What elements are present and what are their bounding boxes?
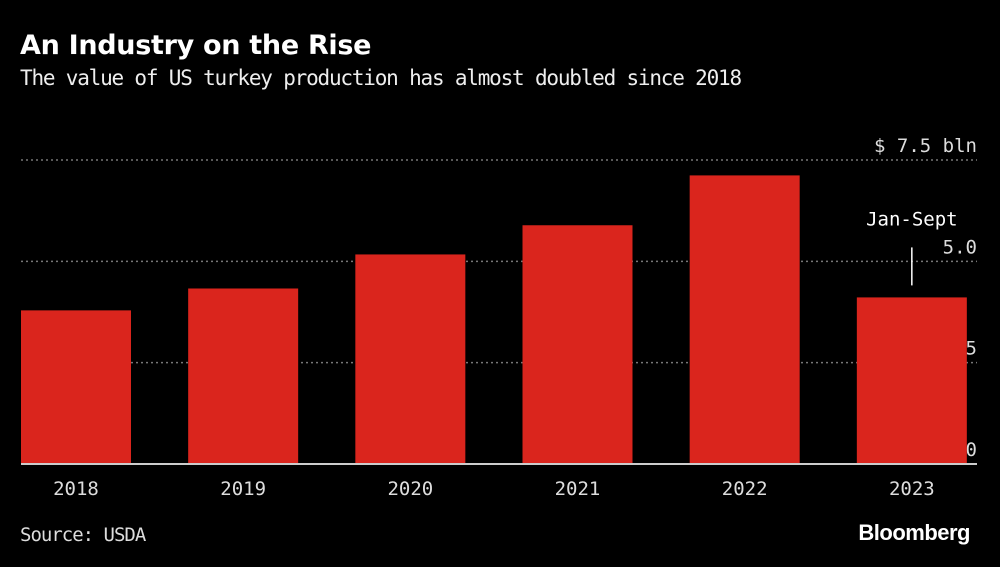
- bar-2022: [689, 175, 800, 465]
- source-note: Source: USDA: [20, 524, 146, 546]
- x-tick-label: 2019: [220, 478, 266, 500]
- bar-2021: [522, 225, 633, 464]
- y-tick-label: 0: [966, 439, 977, 461]
- x-tick-label: 2020: [387, 478, 433, 500]
- chart-subtitle: The value of US turkey production has al…: [20, 66, 742, 90]
- x-tick-label: 2021: [555, 478, 601, 500]
- annotation-label: Jan-Sept: [866, 208, 958, 230]
- bar-2020: [355, 254, 466, 464]
- bar-2023: [856, 297, 967, 464]
- bar-2019: [188, 288, 299, 464]
- y-tick-label: $ 7.5 bln: [874, 135, 977, 157]
- x-tick-label: 2018: [53, 478, 99, 500]
- bar-2018: [21, 310, 131, 464]
- chart-title: An Industry on the Rise: [20, 30, 372, 61]
- y-tick-label: 5.0: [943, 236, 977, 258]
- x-tick-label: 2023: [889, 478, 935, 500]
- bloomberg-logo: Bloomberg: [858, 520, 970, 545]
- x-tick-label: 2022: [722, 478, 768, 500]
